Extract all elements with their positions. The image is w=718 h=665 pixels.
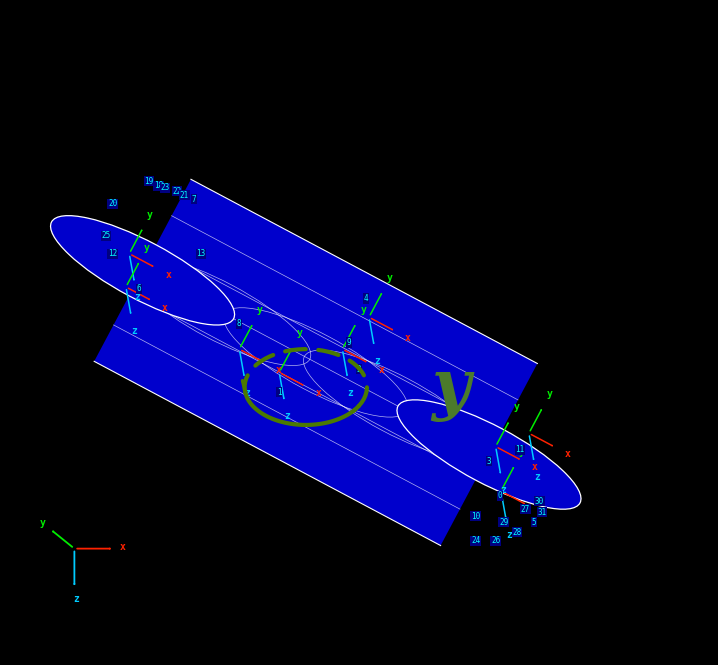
Text: x: x [120, 542, 126, 553]
Text: 29: 29 [499, 518, 508, 527]
Text: x: x [565, 449, 571, 459]
Text: 30: 30 [535, 497, 544, 505]
Text: 21: 21 [180, 191, 189, 200]
Text: y: y [432, 356, 470, 422]
Text: y: y [147, 209, 153, 219]
Text: 0: 0 [498, 491, 503, 500]
Text: 9: 9 [347, 338, 351, 347]
Text: 4: 4 [363, 294, 368, 303]
Text: 27: 27 [521, 505, 530, 513]
Text: 6: 6 [137, 285, 141, 293]
Text: 23: 23 [161, 184, 169, 192]
Ellipse shape [397, 400, 581, 509]
Text: z: z [284, 411, 290, 421]
Text: 10: 10 [471, 512, 480, 521]
Text: z: z [348, 388, 353, 398]
Text: 20: 20 [108, 200, 117, 208]
Text: y: y [39, 517, 45, 528]
Text: z: z [500, 485, 506, 495]
Text: 25: 25 [101, 231, 111, 240]
Ellipse shape [50, 215, 235, 325]
Text: x: x [165, 269, 172, 279]
Text: z: z [73, 593, 79, 604]
Text: 13: 13 [197, 249, 206, 258]
Text: 31: 31 [538, 508, 547, 517]
Text: 28: 28 [512, 528, 521, 537]
Text: 12: 12 [108, 249, 117, 258]
Text: x: x [315, 388, 321, 398]
Text: y: y [297, 329, 303, 338]
Text: 3: 3 [487, 457, 491, 465]
Text: 24: 24 [471, 537, 480, 545]
Text: z: z [506, 530, 512, 540]
Text: y: y [257, 305, 263, 315]
Text: 1: 1 [277, 388, 281, 397]
Text: y: y [144, 243, 149, 253]
Text: x: x [532, 462, 538, 472]
Text: x: x [537, 507, 543, 517]
Text: y: y [519, 447, 525, 457]
Text: x: x [405, 333, 411, 343]
Text: 19: 19 [144, 177, 154, 186]
Text: z: z [134, 293, 140, 303]
Text: z: z [131, 326, 136, 336]
Text: 2: 2 [357, 364, 361, 374]
Text: z: z [244, 388, 250, 398]
Text: z: z [533, 472, 540, 482]
Text: x: x [276, 365, 281, 375]
Text: 11: 11 [516, 446, 525, 454]
Text: 7: 7 [192, 195, 196, 203]
Text: 8: 8 [237, 319, 242, 329]
Text: 22: 22 [172, 187, 182, 196]
Text: y: y [387, 273, 393, 283]
Text: z: z [374, 356, 380, 366]
Text: y: y [360, 305, 366, 315]
Text: 26: 26 [491, 537, 500, 545]
Polygon shape [94, 180, 537, 545]
Text: y: y [547, 389, 553, 399]
Text: y: y [513, 402, 519, 412]
Text: 5: 5 [532, 518, 536, 527]
Text: x: x [162, 303, 168, 313]
Text: 18: 18 [154, 182, 163, 190]
Text: x: x [378, 365, 384, 375]
